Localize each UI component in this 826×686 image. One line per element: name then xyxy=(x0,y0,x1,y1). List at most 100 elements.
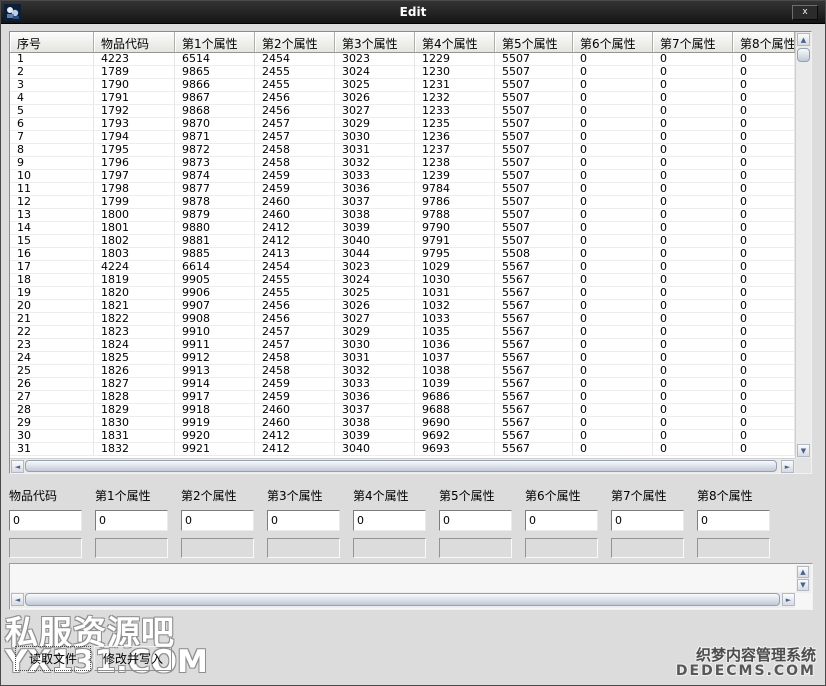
table-cell: 5567 xyxy=(495,443,573,456)
table-vertical-scrollbar[interactable]: ▲ ▼ xyxy=(795,32,811,458)
scroll-down-icon[interactable]: ▼ xyxy=(797,444,810,457)
horizontal-scroll-thumb[interactable] xyxy=(25,460,777,472)
table-row[interactable]: 8 1795 9872 2458 3031 1237 5507 0 0 0 xyxy=(10,144,795,157)
table-cell: 5567 xyxy=(495,313,573,326)
table-cell: 9905 xyxy=(175,274,255,287)
table-cell: 0 xyxy=(733,287,795,300)
table-row[interactable]: 4 1791 9867 2456 3026 1232 5507 0 0 0 xyxy=(10,92,795,105)
log-textarea[interactable] xyxy=(11,565,795,592)
edit-form: 物品代码 第1个属性 第2个属性 第3个属性 第4个属性 第5个属性 第6个属性 第7个属性 第… xyxy=(9,483,789,561)
table-cell: 9906 xyxy=(175,287,255,300)
table-row[interactable]: 27 1828 9917 2459 3036 9686 5567 0 0 0 xyxy=(10,391,795,404)
column-header[interactable]: 第3个属性 xyxy=(335,32,415,53)
modify-write-button[interactable]: 修改并写入 xyxy=(94,646,172,671)
table-cell: 1801 xyxy=(94,222,175,235)
read-file-button[interactable]: 读取文件 xyxy=(15,646,91,671)
table-row[interactable]: 11 1798 9877 2459 3036 9784 5507 0 0 0 xyxy=(10,183,795,196)
table-row[interactable]: 26 1827 9914 2459 3033 1039 5567 0 0 0 xyxy=(10,378,795,391)
table-cell: 23 xyxy=(10,339,94,352)
table-cell: 5567 xyxy=(495,404,573,417)
table-row[interactable]: 3 1790 9866 2455 3025 1231 5507 0 0 0 xyxy=(10,79,795,92)
table-cell: 3024 xyxy=(335,66,415,79)
app-icon[interactable] xyxy=(4,4,21,21)
log-vertical-scrollbar[interactable]: ▲ ▼ xyxy=(796,565,811,593)
column-header[interactable]: 第5个属性 xyxy=(495,32,573,53)
column-header[interactable]: 第7个属性 xyxy=(653,32,733,53)
table-row[interactable]: 13 1800 9879 2460 3038 9788 5507 0 0 0 xyxy=(10,209,795,222)
table-row[interactable]: 10 1797 9874 2459 3033 1239 5507 0 0 0 xyxy=(10,170,795,183)
column-header[interactable]: 第8个属性 xyxy=(733,32,795,53)
column-header[interactable]: 第1个属性 xyxy=(175,32,255,53)
field-input[interactable] xyxy=(439,510,512,531)
scroll-up-icon[interactable]: ▲ xyxy=(797,33,810,46)
table-row[interactable]: 19 1820 9906 2455 3025 1031 5567 0 0 0 xyxy=(10,287,795,300)
table-row[interactable]: 5 1792 9868 2456 3027 1233 5507 0 0 0 xyxy=(10,105,795,118)
scroll-down-icon[interactable]: ▼ xyxy=(797,579,809,591)
table-row[interactable]: 17 4224 6614 2454 3023 1029 5567 0 0 0 xyxy=(10,261,795,274)
horizontal-scroll-thumb[interactable] xyxy=(25,593,780,606)
table-row[interactable]: 6 1793 9870 2457 3029 1235 5507 0 0 0 xyxy=(10,118,795,131)
table-horizontal-scrollbar[interactable]: ◄ ► xyxy=(10,458,795,473)
table-cell: 3040 xyxy=(335,443,415,456)
table-row[interactable]: 9 1796 9873 2458 3032 1238 5507 0 0 0 xyxy=(10,157,795,170)
table-row[interactable]: 28 1829 9918 2460 3037 9688 5567 0 0 0 xyxy=(10,404,795,417)
table-cell: 3037 xyxy=(335,196,415,209)
log-horizontal-scrollbar[interactable]: ◄ ► xyxy=(11,592,795,608)
table-cell: 1231 xyxy=(415,79,495,92)
table-row[interactable]: 16 1803 9885 2413 3044 9795 5508 0 0 0 xyxy=(10,248,795,261)
field-input[interactable] xyxy=(95,510,168,531)
table-cell: 0 xyxy=(653,105,733,118)
table-cell: 3044 xyxy=(335,248,415,261)
table-row[interactable]: 15 1802 9881 2412 3040 9791 5507 0 0 0 xyxy=(10,235,795,248)
table-cell: 0 xyxy=(733,235,795,248)
field-input[interactable] xyxy=(181,510,254,531)
scroll-right-icon[interactable]: ► xyxy=(781,460,794,473)
field-input[interactable] xyxy=(611,510,684,531)
field-input[interactable] xyxy=(9,510,82,531)
table-row[interactable]: 21 1822 9908 2456 3027 1033 5567 0 0 0 xyxy=(10,313,795,326)
column-header[interactable]: 第6个属性 xyxy=(573,32,653,53)
table-row[interactable]: 7 1794 9871 2457 3030 1236 5507 0 0 0 xyxy=(10,131,795,144)
scroll-left-icon[interactable]: ◄ xyxy=(11,460,24,473)
field-input[interactable] xyxy=(267,510,340,531)
scroll-up-icon[interactable]: ▲ xyxy=(797,566,809,578)
field-label: 第7个属性 xyxy=(611,489,667,503)
table-row[interactable]: 30 1831 9920 2412 3039 9692 5567 0 0 0 xyxy=(10,430,795,443)
table-cell: 18 xyxy=(10,274,94,287)
table-row[interactable]: 18 1819 9905 2455 3024 1030 5567 0 0 0 xyxy=(10,274,795,287)
table-cell: 0 xyxy=(573,157,653,170)
table-row[interactable]: 25 1826 9913 2458 3032 1038 5567 0 0 0 xyxy=(10,365,795,378)
table-cell: 15 xyxy=(10,235,94,248)
table-row[interactable]: 20 1821 9907 2456 3026 1032 5567 0 0 0 xyxy=(10,300,795,313)
table-cell: 0 xyxy=(573,79,653,92)
scroll-left-icon[interactable]: ◄ xyxy=(11,593,24,606)
table-row[interactable]: 1 4223 6514 2454 3023 1229 5507 0 0 0 xyxy=(10,53,795,66)
table-row[interactable]: 12 1799 9878 2460 3037 9786 5507 0 0 0 xyxy=(10,196,795,209)
table-cell: 5567 xyxy=(495,391,573,404)
table-cell: 9688 xyxy=(415,404,495,417)
table-row[interactable]: 22 1823 9910 2457 3029 1035 5567 0 0 0 xyxy=(10,326,795,339)
close-button[interactable]: x xyxy=(792,5,818,20)
column-header[interactable]: 物品代码 xyxy=(94,32,175,53)
scroll-right-icon[interactable]: ► xyxy=(782,593,795,606)
field-input[interactable] xyxy=(353,510,426,531)
field-input[interactable] xyxy=(525,510,598,531)
table-cell: 1822 xyxy=(94,313,175,326)
column-header[interactable]: 序号 xyxy=(10,32,94,53)
table-cell: 0 xyxy=(653,287,733,300)
table-row[interactable]: 31 1832 9921 2412 3040 9693 5567 0 0 0 xyxy=(10,443,795,456)
table-row[interactable]: 29 1830 9919 2460 3038 9690 5567 0 0 0 xyxy=(10,417,795,430)
table-row[interactable]: 23 1824 9911 2457 3030 1036 5567 0 0 0 xyxy=(10,339,795,352)
column-header[interactable]: 第4个属性 xyxy=(415,32,495,53)
vertical-scroll-thumb[interactable] xyxy=(797,48,810,62)
table-cell: 9784 xyxy=(415,183,495,196)
column-header[interactable]: 第2个属性 xyxy=(255,32,335,53)
table-cell: 3027 xyxy=(335,313,415,326)
table-row[interactable]: 2 1789 9865 2455 3024 1230 5507 0 0 0 xyxy=(10,66,795,79)
field-input[interactable] xyxy=(697,510,770,531)
table-cell: 0 xyxy=(653,417,733,430)
form-field: 第7个属性 xyxy=(611,483,684,561)
table-row[interactable]: 14 1801 9880 2412 3039 9790 5507 0 0 0 xyxy=(10,222,795,235)
table-cell: 0 xyxy=(733,430,795,443)
table-row[interactable]: 24 1825 9912 2458 3031 1037 5567 0 0 0 xyxy=(10,352,795,365)
